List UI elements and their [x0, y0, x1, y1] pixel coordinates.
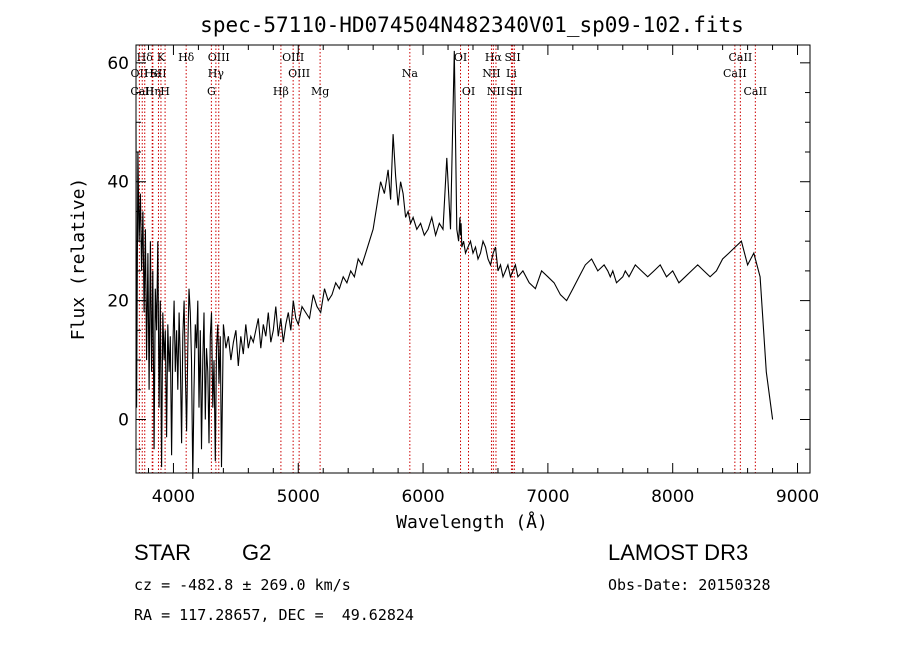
line-label-11: G — [207, 85, 216, 98]
line-label-7: H — [160, 85, 170, 98]
y-tick-label-0: 0 — [118, 411, 129, 431]
x-tick-label-1: 5000 — [277, 487, 320, 507]
line-label-17: OI — [454, 51, 467, 64]
plot-frame — [135, 44, 811, 474]
line-label-6: SII — [150, 67, 166, 80]
line-label-0: Hδ — [137, 51, 154, 64]
x-axis-label: Wavelength (Å) — [396, 511, 548, 533]
x-tick-label-5: 9000 — [776, 487, 819, 507]
line-label-26: CaII — [723, 67, 747, 80]
line-label-8: Hδ — [178, 51, 195, 64]
line-label-9: OIII — [208, 51, 230, 64]
x-tick-label-3: 7000 — [526, 487, 569, 507]
x-tick-label-4: 8000 — [651, 487, 694, 507]
object-class: STAR — [134, 540, 192, 565]
ra-dec: RA = 117.28657, DEC = 49.62824 — [134, 606, 414, 624]
line-label-4: Hη — [145, 85, 161, 98]
line-label-20: NII — [482, 67, 500, 80]
line-label-3: He — [144, 67, 160, 80]
line-label-18: OI — [462, 85, 475, 98]
y-tick-label-2: 40 — [107, 173, 129, 193]
line-label-25: CaII — [729, 51, 753, 64]
line-label-16: Na — [402, 67, 419, 80]
y-tick-label-3: 60 — [107, 54, 129, 74]
survey-name: LAMOST DR3 — [608, 540, 749, 565]
y-axis-label: Flux (relative) — [68, 178, 89, 341]
line-label-10: Hγ — [208, 67, 225, 80]
redshift-cz: cz = -482.8 ± 269.0 km/s — [134, 576, 351, 594]
line-label-13: OIII — [282, 51, 304, 64]
y-tick-label-1: 20 — [107, 292, 129, 312]
chart-title: spec-57110-HD074504N482340V01_sp09-102.f… — [200, 13, 744, 37]
spectrum-line — [135, 50, 774, 479]
line-label-1: OII — [131, 67, 149, 80]
line-label-27: CaII — [743, 85, 767, 98]
line-label-15: Mg — [311, 85, 329, 98]
line-label-19: Hα — [485, 51, 503, 64]
line-label-21: NII — [487, 85, 505, 98]
object-subclass: G2 — [242, 540, 272, 565]
obs-date: Obs-Date: 20150328 — [608, 576, 771, 594]
line-label-23: Li — [506, 67, 517, 80]
x-tick-label-0: 4000 — [152, 487, 195, 507]
line-label-14: OIII — [288, 67, 310, 80]
line-label-22: SII — [504, 51, 520, 64]
line-label-5: K — [157, 51, 166, 64]
x-tick-label-2: 6000 — [401, 487, 444, 507]
line-label-24: SII — [506, 85, 522, 98]
line-label-12: Hβ — [273, 85, 289, 98]
axis-ticks: 4000 5000 6000 7000 8000 9000 0 20 40 60 — [107, 45, 819, 507]
